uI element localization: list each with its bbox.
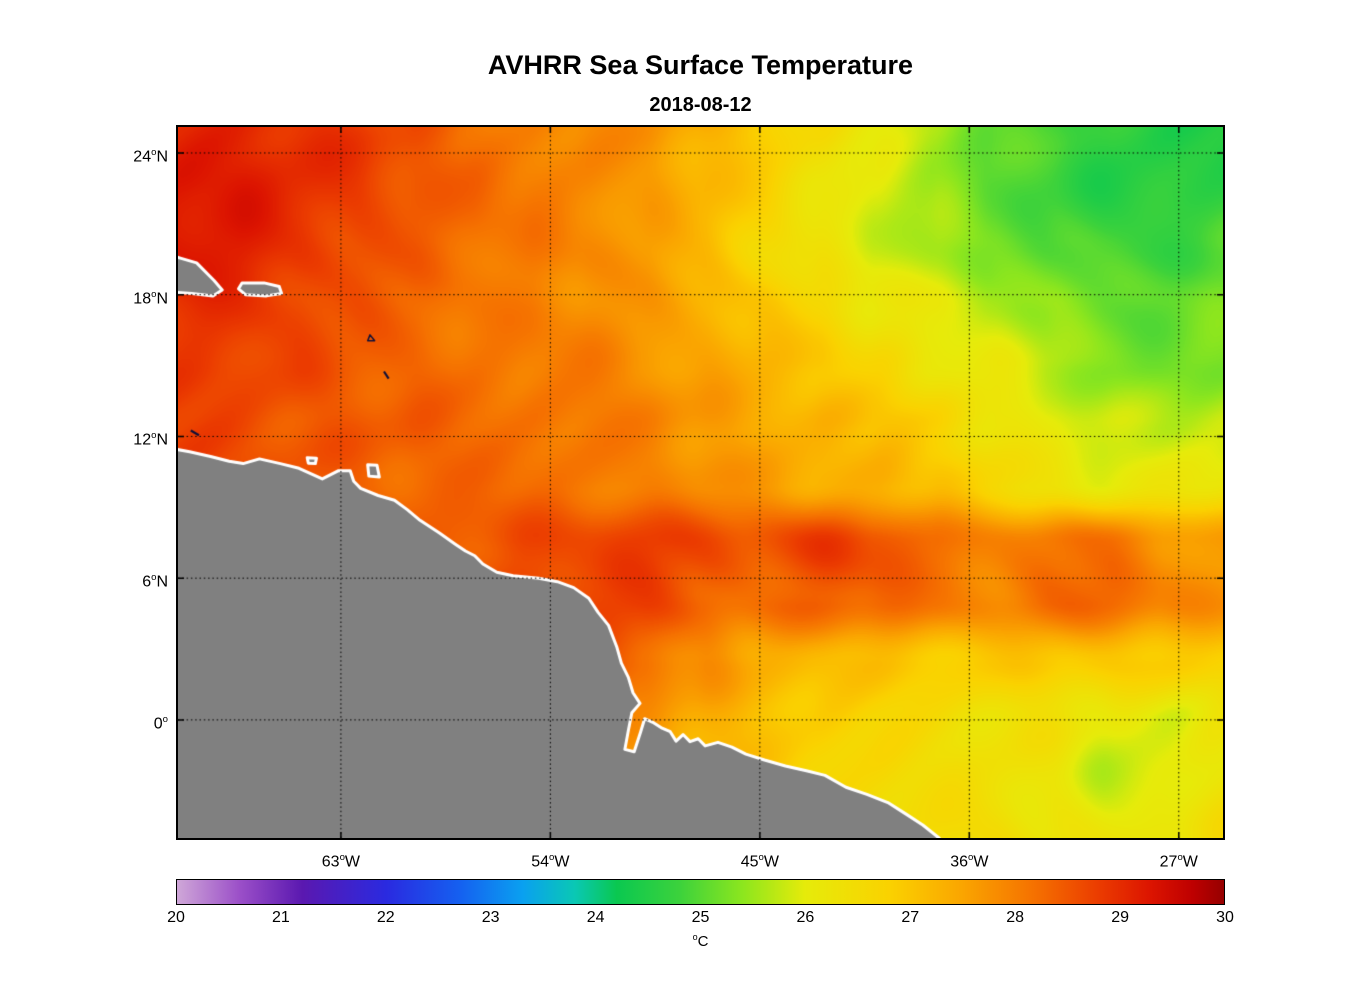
unit-letter: C bbox=[697, 933, 709, 950]
sst-heatmap-canvas bbox=[178, 127, 1223, 838]
colorbar-tick-label-29: 29 bbox=[1111, 909, 1129, 926]
chart-subtitle: 2018-08-12 bbox=[649, 94, 752, 116]
degree-symbol: o bbox=[692, 932, 698, 942]
chart-title: AVHRR Sea Surface Temperature bbox=[487, 50, 914, 80]
colorbar-tick-label-25: 25 bbox=[691, 909, 710, 926]
colorbar-tick-label-28: 28 bbox=[1006, 909, 1025, 926]
colorbar-tick-label-21: 21 bbox=[271, 909, 290, 926]
colorbar-tick-label-30: 30 bbox=[1216, 909, 1234, 926]
colorbar-tick-label-23: 23 bbox=[481, 909, 500, 926]
colorbar bbox=[176, 879, 1225, 905]
colorbar-tick-label-22: 22 bbox=[376, 909, 395, 926]
y-tick-label-6N: 6oN bbox=[142, 572, 168, 591]
colorbar-tick-label-20: 20 bbox=[167, 909, 185, 926]
colorbar-tick-label-27: 27 bbox=[901, 909, 920, 926]
x-tick-label-36W: 36oW bbox=[950, 852, 989, 871]
x-tick-label-63W: 63oW bbox=[321, 852, 361, 871]
colorbar-tick-label-26: 26 bbox=[796, 909, 815, 926]
x-tick-label-45W: 45oW bbox=[740, 852, 779, 871]
y-tick-label-12N: 12oN bbox=[133, 430, 168, 449]
map-plot-area bbox=[176, 125, 1225, 840]
y-tick-label-18N: 18oN bbox=[133, 288, 168, 308]
y-tick-label-0deg: 0o bbox=[153, 713, 168, 733]
colorbar-unit-label: oC bbox=[176, 932, 1225, 950]
colorbar-gradient bbox=[177, 880, 1224, 904]
colorbar-tick-label-24: 24 bbox=[586, 909, 605, 926]
x-tick-label-27W: 27oW bbox=[1159, 852, 1198, 871]
x-tick-label-54W: 54oW bbox=[531, 852, 570, 871]
y-tick-label-24N: 24oN bbox=[133, 146, 168, 166]
